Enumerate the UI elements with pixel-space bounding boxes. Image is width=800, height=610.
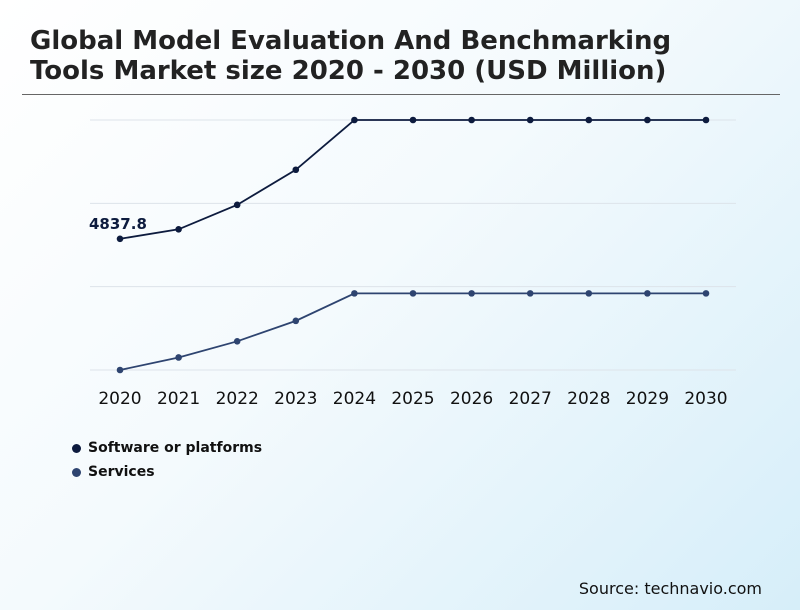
x-tick-label: 2029 <box>626 389 669 409</box>
x-tick-label: 2026 <box>450 389 493 409</box>
data-point <box>526 290 534 297</box>
data-point <box>351 290 358 297</box>
data-point <box>292 317 300 325</box>
data-point <box>116 235 124 243</box>
x-tick-label: 2023 <box>274 389 317 409</box>
series-points <box>116 116 710 374</box>
legend: Software or platforms Services <box>72 436 262 484</box>
legend-label-software: Software or platforms <box>88 440 263 456</box>
grid-lines <box>90 119 736 371</box>
data-label: 4837.8 <box>89 215 147 233</box>
legend-item-software: Software or platforms <box>72 436 262 460</box>
data-point <box>526 116 534 124</box>
x-axis-ticks: 2020 2021 2022 2023 2024 2025 2026 2027 2028 2029… <box>98 389 727 409</box>
series-line-0 <box>119 119 706 240</box>
series-line-1 <box>119 292 706 371</box>
data-point <box>233 201 241 209</box>
series-lines <box>119 119 706 371</box>
data-point <box>116 366 124 374</box>
x-tick-label: 2025 <box>391 389 434 409</box>
data-point <box>585 116 593 124</box>
data-point <box>175 354 182 361</box>
x-tick-label: 2024 <box>333 389 376 409</box>
data-point <box>175 225 182 233</box>
x-tick-label: 2028 <box>567 389 610 409</box>
legend-swatch-services <box>72 467 81 477</box>
data-point <box>409 290 417 297</box>
data-point <box>468 116 475 124</box>
data-point <box>468 290 475 297</box>
x-tick-label: 2030 <box>684 389 727 409</box>
chart-title: Global Model Evaluation And Benchmarking… <box>30 26 672 86</box>
data-point <box>292 166 300 174</box>
data-point <box>351 116 358 124</box>
data-point <box>702 116 710 124</box>
legend-item-services: Services <box>72 460 262 484</box>
data-point <box>585 290 593 297</box>
x-tick-label: 2022 <box>216 389 259 409</box>
data-point <box>702 290 710 297</box>
title-divider <box>22 94 780 95</box>
data-point <box>233 338 241 345</box>
data-point <box>644 116 651 124</box>
x-tick-label: 2027 <box>509 389 552 409</box>
source-credit: Source: technavio.com <box>578 579 762 598</box>
data-point <box>409 116 417 124</box>
x-tick-label: 2020 <box>98 389 141 409</box>
legend-label-services: Services <box>88 464 155 480</box>
x-tick-label: 2021 <box>157 389 200 409</box>
data-point <box>644 290 651 297</box>
data-labels: 4837.8 <box>89 215 147 233</box>
legend-swatch-software <box>72 443 81 453</box>
